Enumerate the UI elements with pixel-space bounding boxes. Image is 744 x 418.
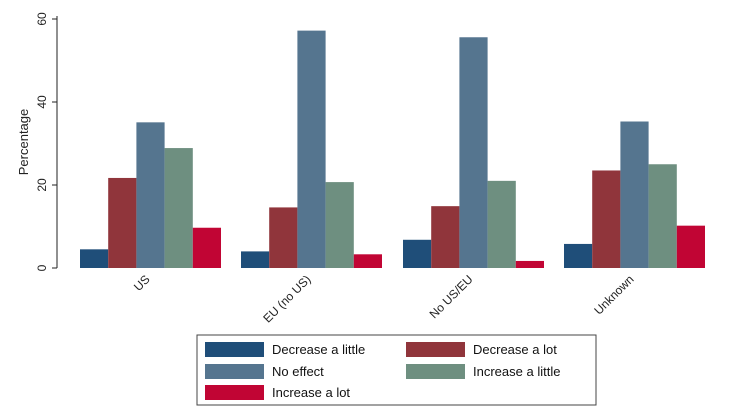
legend-label: Increase a lot (272, 385, 350, 400)
x-tick-label: US (131, 272, 153, 294)
bar (620, 121, 649, 268)
bar (192, 227, 221, 268)
bar (592, 170, 621, 268)
y-tick-label: 20 (35, 178, 49, 192)
x-tick-labels: US EU (no US) No US/EU Unknown (131, 272, 637, 325)
y-tick-label: 0 (35, 264, 49, 271)
legend-label: No effect (272, 364, 324, 379)
bar (136, 122, 165, 269)
y-tick-label: 60 (35, 12, 49, 26)
bar (487, 180, 516, 268)
bar (108, 177, 137, 268)
bar (353, 254, 382, 268)
y-axis: Percentage (16, 16, 58, 268)
legend-swatch (205, 385, 264, 400)
bar (515, 260, 544, 268)
bar (164, 148, 193, 268)
y-ticks: 0 20 40 60 (35, 12, 57, 271)
bar (80, 249, 109, 268)
bar (403, 239, 432, 268)
bar (325, 182, 354, 268)
legend-swatch (205, 342, 264, 357)
bar (564, 243, 593, 268)
legend-swatch (406, 342, 465, 357)
bar (269, 207, 298, 268)
bar (648, 164, 677, 268)
legend-label: Decrease a little (272, 342, 365, 357)
bar (241, 251, 270, 268)
legend-swatch (406, 364, 465, 379)
legend-swatch (205, 364, 264, 379)
bar (459, 37, 488, 269)
y-tick-label: 40 (35, 95, 49, 109)
legend-label: Decrease a lot (473, 342, 557, 357)
y-axis-title: Percentage (16, 109, 31, 176)
x-tick-label: EU (no US) (260, 272, 313, 325)
legend: Decrease a little Decrease a lot No effect… (196, 334, 597, 406)
bars (80, 30, 705, 269)
bar (431, 206, 460, 268)
legend-label: Increase a little (473, 364, 560, 379)
x-tick-label: No US/EU (427, 272, 476, 321)
x-tick-label: Unknown (591, 272, 636, 317)
bar (297, 30, 326, 269)
bar (676, 225, 705, 268)
